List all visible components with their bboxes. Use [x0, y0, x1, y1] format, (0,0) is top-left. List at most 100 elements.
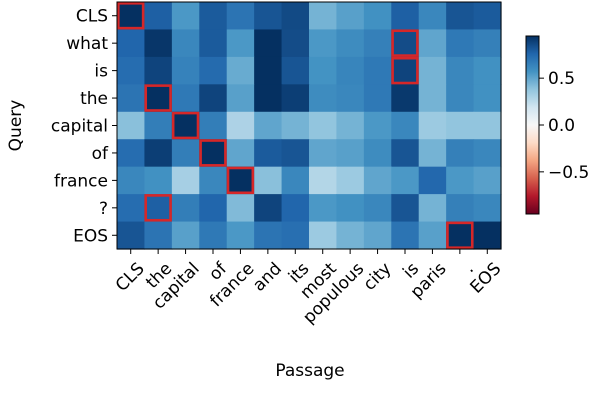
- heatmap-cell: [171, 56, 200, 85]
- heatmap-cell: [391, 166, 420, 195]
- heatmap-cell: [446, 84, 475, 113]
- heatmap-cell: [336, 29, 365, 58]
- heatmap-cell: [446, 29, 475, 58]
- heatmap-cell: [336, 139, 365, 168]
- highlight-box: [446, 221, 474, 250]
- heatmap-cell: [117, 84, 146, 113]
- y-axis: CLS what is the capital of france? EOS: [51, 7, 117, 246]
- y-axis-title: Query: [6, 100, 26, 152]
- heatmap-cell: [117, 139, 146, 168]
- y-tick-label: CLS: [76, 7, 108, 27]
- heatmap-cell: [281, 139, 310, 168]
- heatmap-cell: [418, 29, 447, 58]
- heatmap-cell: [391, 56, 420, 85]
- heatmap-cell: [199, 139, 228, 168]
- heatmap-cell: [418, 139, 447, 168]
- heatmap-cell: [363, 111, 392, 140]
- heatmap-cell: [391, 84, 420, 113]
- heatmap-cell: [336, 111, 365, 140]
- heatmap-cell: [309, 221, 338, 250]
- heatmap-cell: [144, 166, 173, 195]
- heatmap-cell: [144, 221, 173, 250]
- heatmap-cell: [226, 166, 255, 195]
- heatmap-cell: [473, 29, 502, 58]
- heatmap-cell: [473, 2, 502, 31]
- x-tick-label: EOS: [466, 259, 505, 298]
- heatmap-cell: [309, 166, 338, 195]
- heatmap-cell: [363, 2, 392, 31]
- heatmap-cell: [363, 139, 392, 168]
- heatmap-cell: [309, 111, 338, 140]
- heatmap-cell: [281, 56, 310, 85]
- heatmap-cell: [226, 221, 255, 250]
- heatmap-cell: [171, 139, 200, 168]
- heatmap-cell: [117, 166, 146, 195]
- heatmap-cell: [336, 221, 365, 250]
- heatmap-cell: [309, 29, 338, 58]
- heatmap-cell: [254, 111, 283, 140]
- heatmap-cell: [473, 139, 502, 168]
- heatmap-cell: [473, 194, 502, 223]
- heatmap-cell: [144, 139, 173, 168]
- heatmap-cell: [144, 194, 173, 223]
- heatmap-cell: [363, 56, 392, 85]
- colorbar-tick-label: −0.5: [548, 163, 589, 183]
- highlight-box: [117, 1, 145, 30]
- highlight-box: [144, 84, 172, 112]
- heatmap-cell: [336, 194, 365, 223]
- heatmap-cell: [254, 166, 283, 195]
- heatmap-cell: [254, 139, 283, 168]
- heatmap-cell: [473, 111, 502, 140]
- heatmap-cell: [117, 221, 146, 250]
- heatmap-cell: [171, 84, 200, 113]
- heatmap-cell: [391, 2, 420, 31]
- heatmap-cell: [281, 29, 310, 58]
- heatmap-cell: [418, 56, 447, 85]
- heatmap-cell: [144, 84, 173, 113]
- highlight-box: [144, 194, 172, 222]
- y-tick-label: EOS: [73, 226, 108, 246]
- heatmap-cell: [391, 221, 420, 250]
- heatmap-cell: [171, 221, 200, 250]
- heatmap-cell: [199, 29, 228, 58]
- heatmap-cells: [117, 2, 502, 250]
- heatmap-cell: [226, 29, 255, 58]
- heatmap-cell: [446, 56, 475, 85]
- heatmap-cell: [446, 2, 475, 31]
- y-tick-label: is: [94, 62, 108, 82]
- heatmap-cell: [473, 166, 502, 195]
- heatmap-cell: [418, 221, 447, 250]
- heatmap-cell: [254, 56, 283, 85]
- highlight-boxes: [117, 1, 474, 250]
- heatmap-cell: [171, 166, 200, 195]
- heatmap-cell: [281, 111, 310, 140]
- heatmap-cell: [117, 2, 146, 31]
- heatmap-cell: [336, 56, 365, 85]
- heatmap-cell: [226, 194, 255, 223]
- heatmap-cell: [281, 2, 310, 31]
- y-tick-label: capital: [51, 117, 108, 137]
- heatmap-cell: [199, 2, 228, 31]
- heatmap-cell: [254, 29, 283, 58]
- heatmap-cell: [418, 2, 447, 31]
- heatmap-cell: [309, 139, 338, 168]
- colorbar-tick-label: 0.0: [548, 116, 575, 136]
- heatmap-cell: [199, 56, 228, 85]
- heatmap-cell: [117, 29, 146, 58]
- heatmap-cell: [363, 166, 392, 195]
- heatmap-cell: [473, 56, 502, 85]
- heatmap-cell: [309, 56, 338, 85]
- y-tick-label: what: [66, 34, 108, 54]
- heatmap-cell: [363, 221, 392, 250]
- highlight-box: [391, 56, 419, 85]
- heatmap-cell: [226, 139, 255, 168]
- heatmap-cell: [418, 111, 447, 140]
- heatmap-cell: [226, 111, 255, 140]
- heatmap-cell: [226, 56, 255, 85]
- heatmap-cell: [336, 2, 365, 31]
- heatmap-cell: [363, 84, 392, 113]
- heatmap-cell: [418, 166, 447, 195]
- heatmap-cell: [199, 166, 228, 195]
- colorbar: [525, 35, 540, 215]
